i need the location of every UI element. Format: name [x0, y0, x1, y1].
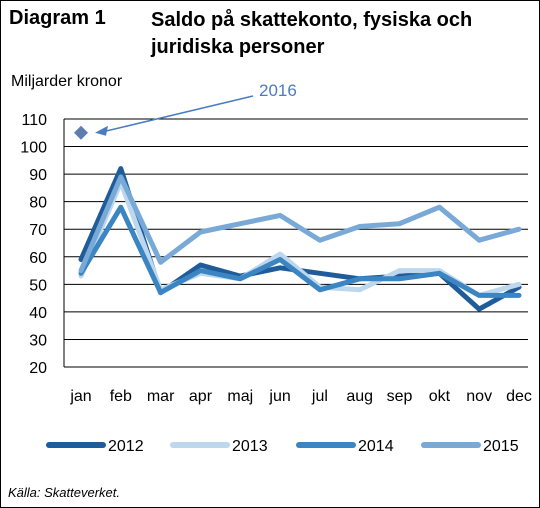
legend-label-2012: 2012 — [108, 438, 144, 455]
legend-label-2013: 2013 — [232, 438, 268, 455]
y-tick-label: 40 — [29, 305, 47, 322]
x-tick-label: nov — [466, 388, 492, 405]
x-tick-label: jan — [69, 388, 91, 405]
chart-title: Saldo på skattekonto, fysiska och juridi… — [151, 9, 473, 58]
annotation-arrow-head — [95, 125, 108, 136]
x-tick-label: apr — [189, 388, 213, 405]
x-tick-label: dec — [506, 388, 532, 405]
x-tick-label: mar — [147, 388, 175, 405]
legend-label-2015: 2015 — [483, 438, 519, 455]
x-tick-label: jul — [311, 388, 328, 405]
y-tick-label: 90 — [29, 167, 47, 184]
x-tick-label: okt — [429, 388, 451, 405]
series-line-2014 — [78, 204, 522, 298]
x-tick-label: sep — [387, 388, 413, 405]
annotation-arrow-line — [102, 95, 254, 133]
series-line-2015 — [78, 174, 522, 274]
legend-label-2014: 2014 — [358, 438, 394, 455]
y-tick-label: 20 — [29, 360, 47, 377]
y-tick-label: 100 — [20, 140, 47, 157]
y-tick-label: 80 — [29, 195, 47, 212]
x-tick-label: maj — [227, 388, 253, 405]
series-line-2012 — [78, 166, 522, 312]
figure-number: Diagram 1 — [9, 7, 106, 29]
source-note: Källa: Skatteverket. — [8, 485, 120, 500]
y-tick-label: 60 — [29, 250, 47, 267]
marker-point-2016 — [74, 125, 88, 140]
y-axis-unit-label: Miljarder kronor — [11, 73, 123, 90]
x-tick-label: feb — [110, 388, 132, 405]
y-tick-label: 30 — [29, 332, 47, 349]
y-tick-label: 70 — [29, 222, 47, 239]
y-tick-label: 50 — [29, 277, 47, 294]
x-tick-label: aug — [346, 388, 373, 405]
x-tick-label: jun — [268, 388, 290, 405]
annotation-label: 2016 — [259, 81, 297, 100]
y-tick-label: 110 — [21, 112, 47, 129]
